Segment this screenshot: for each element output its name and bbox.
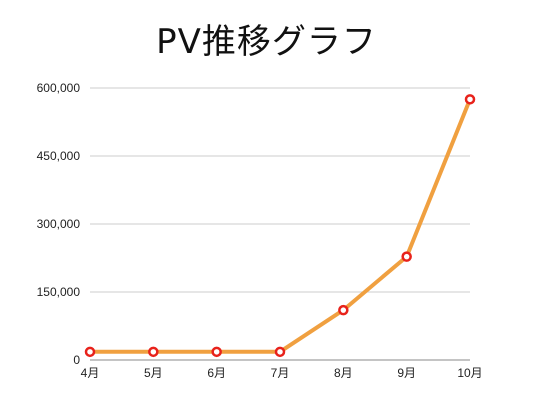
y-tick-label: 150,000 [37,285,81,299]
data-point [274,346,286,358]
x-tick-label: 9月 [397,366,416,380]
chart-title: PV推移グラフ [156,22,377,62]
data-point [338,304,349,316]
x-tick-label: 4月 [81,366,100,380]
gridlines [90,87,470,361]
y-tick-label: 450,000 [37,149,81,163]
x-tick-label: 7月 [271,366,290,380]
x-axis-ticks: 4月 5月 6月 7月 8月 9月 10月 [81,366,483,380]
y-tick-label: 600,000 [37,81,81,95]
data-point [148,346,159,358]
data-point [464,94,476,105]
x-tick-label: 6月 [207,366,226,380]
data-point [401,251,412,262]
data-point [211,346,222,358]
y-tick-label: 0 [73,353,80,367]
y-tick-label: 300,000 [37,217,81,231]
data-point [84,346,96,358]
y-axis-ticks: 0 150,000 300,000 450,000 600,000 [37,81,81,367]
x-tick-label: 8月 [334,366,353,380]
x-tick-label: 10月 [457,366,482,380]
series-line [88,97,472,354]
data-points [84,94,476,358]
x-tick-label: 5月 [144,366,163,380]
